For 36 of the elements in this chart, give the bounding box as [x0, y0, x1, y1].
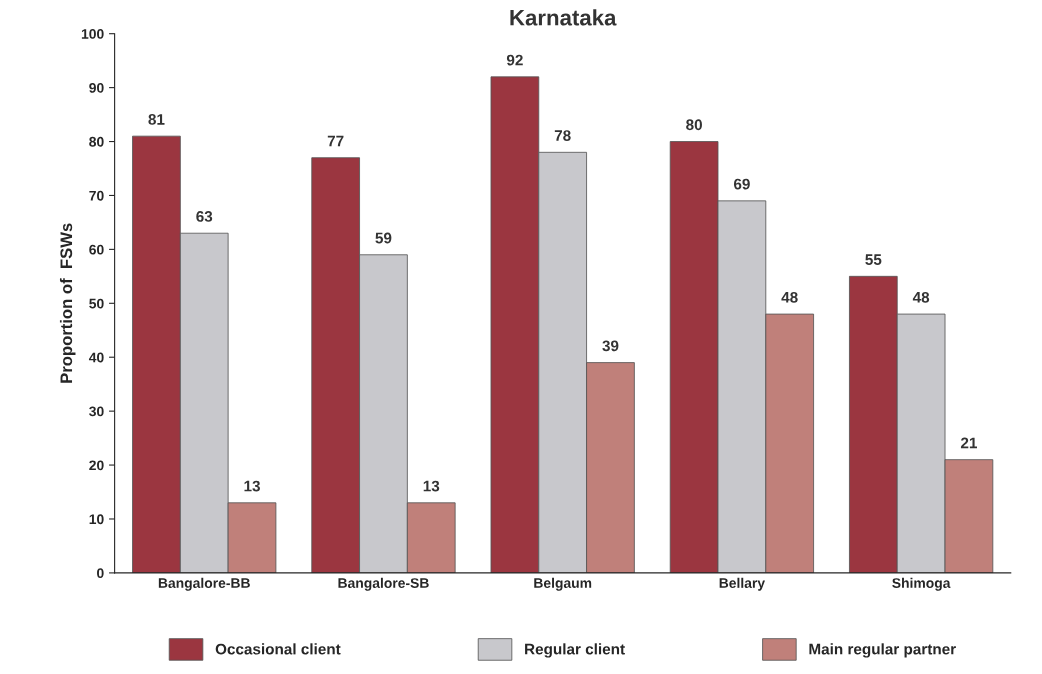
legend-label: Regular client [525, 643, 625, 658]
data-label: 63 [196, 211, 213, 222]
legend-label: Main regular partner [809, 643, 956, 658]
data-label: 48 [912, 291, 930, 303]
y-tick-label: 70 [89, 190, 104, 201]
y-tick-label: 40 [88, 352, 104, 363]
y-tick-label: 10 [89, 514, 104, 525]
x-tick-label: Bangalore-SB [338, 577, 429, 591]
x-tick-label: Shimoga [892, 577, 951, 591]
data-label: 81 [148, 113, 165, 125]
data-label: 13 [244, 480, 260, 492]
y-tick-label: 60 [89, 244, 104, 255]
data-label: 13 [423, 480, 440, 492]
y-axis-title: Proportion of FSWs [59, 223, 76, 383]
y-tick-label: 20 [89, 460, 104, 471]
data-label: 39 [602, 340, 619, 352]
data-label: 21 [960, 437, 977, 449]
data-label: 80 [686, 119, 702, 131]
data-label: 78 [554, 130, 571, 141]
data-label: 59 [375, 232, 392, 244]
data-label: 77 [327, 135, 344, 147]
y-tick-label: 0 [97, 568, 104, 579]
y-tick-label: 90 [89, 82, 104, 93]
y-tick-label: 30 [89, 406, 104, 417]
chart-title: Karnataka [510, 9, 617, 26]
y-tick-label: 100 [81, 29, 104, 39]
x-tick-label: Belgaum [534, 577, 592, 591]
data-label: 92 [506, 54, 523, 66]
data-label: 69 [733, 178, 750, 190]
legend-label: Occasional client [215, 643, 341, 655]
x-tick-label: Bangalore-BB [158, 577, 250, 591]
y-tick-label: 50 [89, 298, 104, 309]
data-label: 55 [865, 254, 882, 265]
data-label: 48 [781, 291, 798, 303]
y-tick-label: 80 [89, 136, 104, 147]
x-tick-label: Bellary [719, 577, 765, 591]
